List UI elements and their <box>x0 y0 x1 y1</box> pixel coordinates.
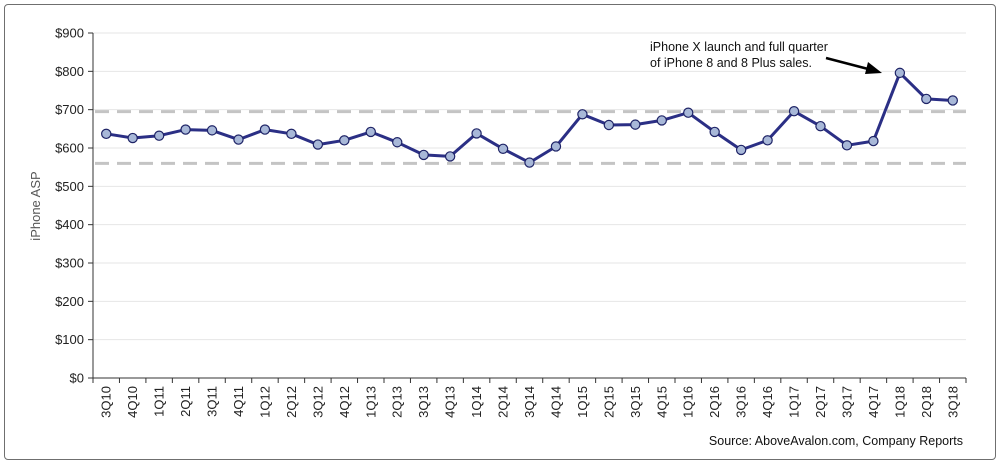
data-point <box>841 140 853 151</box>
y-tick-label: $400 <box>55 217 84 232</box>
x-tick-labels: 3Q10 4Q10 1Q11 2Q11 3Q11 4Q11 1Q12 2Q12 3Q12 4Q12… <box>92 378 967 418</box>
data-point <box>524 157 535 168</box>
y-axis-title: iPhone ASP <box>28 171 43 240</box>
x-tick-label: 2Q18 <box>919 386 934 418</box>
data-point <box>365 126 376 138</box>
y-tick-label: $500 <box>55 179 84 194</box>
y-tick-label: $800 <box>55 64 84 79</box>
data-point <box>259 124 271 135</box>
x-tick-label: 2Q13 <box>390 386 405 418</box>
x-tick-label: 2Q17 <box>813 386 828 418</box>
x-tick-label: 2Q16 <box>707 386 722 418</box>
x-tick-label: 1Q11 <box>152 386 167 417</box>
y-tick-label: $900 <box>55 26 84 41</box>
chart-frame <box>4 4 996 460</box>
annotation: iPhone X launch and full quarter of iPho… <box>650 40 882 74</box>
x-tick-label: 2Q11 <box>178 386 193 417</box>
data-point <box>735 144 747 156</box>
x-tick-label: 1Q12 <box>257 386 272 418</box>
series-line <box>105 71 953 165</box>
x-tick-label: 1Q17 <box>787 386 802 418</box>
annotation-arrowhead <box>865 62 882 74</box>
x-tick-label: 3Q16 <box>734 386 749 418</box>
x-tick-label: 1Q16 <box>681 386 696 418</box>
x-tick-label: 3Q18 <box>945 386 960 418</box>
data-point <box>497 143 509 154</box>
data-point <box>630 119 641 130</box>
data-point <box>444 151 456 162</box>
x-tick-label: 2Q14 <box>496 386 511 418</box>
x-tick-label: 1Q18 <box>892 386 907 418</box>
data-point <box>656 115 667 126</box>
annotation-arrow-line <box>825 56 873 72</box>
data-point <box>286 128 297 140</box>
y-tick-label: $200 <box>55 294 84 309</box>
x-tick-label: 4Q14 <box>548 386 563 418</box>
source-note: Source: AboveAvalon.com, Company Reports <box>709 434 963 448</box>
y-tick-label: $600 <box>55 141 84 156</box>
axes <box>92 33 966 379</box>
data-point <box>233 134 244 145</box>
x-tick-label: 4Q11 <box>231 386 246 417</box>
data-point <box>603 119 615 131</box>
data-point <box>101 128 112 140</box>
x-tick-label: 2Q15 <box>601 386 616 418</box>
data-point <box>312 139 324 150</box>
data-point <box>339 135 350 146</box>
data-point <box>815 120 826 132</box>
data-point <box>868 135 879 147</box>
x-tick-label: 4Q12 <box>337 386 352 418</box>
x-tick-label: 3Q17 <box>839 386 854 418</box>
x-tick-label: 4Q13 <box>443 386 458 418</box>
x-tick-label: 1Q13 <box>363 386 378 418</box>
data-point <box>921 93 932 105</box>
y-tick-label: $700 <box>55 102 84 117</box>
x-tick-label: 1Q15 <box>575 386 590 418</box>
x-tick-label: 3Q15 <box>628 386 643 418</box>
y-tick-label: $0 <box>70 371 84 386</box>
data-point <box>577 109 588 120</box>
data-point <box>947 95 958 106</box>
x-tick-label: 4Q17 <box>866 386 881 418</box>
x-tick-label: 3Q14 <box>522 386 537 418</box>
x-tick-label: 3Q13 <box>416 386 431 418</box>
series-asp <box>101 67 958 168</box>
data-point <box>550 141 562 152</box>
x-tick-label: 3Q10 <box>99 386 114 418</box>
data-point <box>709 126 720 138</box>
data-point <box>153 130 165 141</box>
data-point <box>788 105 800 117</box>
annotation-line-2: of iPhone 8 and 8 Plus sales. <box>650 56 812 70</box>
data-point <box>180 124 191 135</box>
data-point <box>392 137 403 148</box>
data-point <box>206 125 218 136</box>
data-point <box>471 128 482 139</box>
y-tick-label: $300 <box>55 256 84 271</box>
x-tick-label: 4Q16 <box>760 386 775 418</box>
data-point <box>762 135 773 146</box>
x-tick-label: 4Q15 <box>654 386 669 418</box>
y-tick-labels: $0 $100 $200 $300 $400 $500 $600 $700 $800 $900 <box>55 26 84 386</box>
annotation-line-1: iPhone X launch and full quarter <box>650 40 828 54</box>
x-tick-label: 2Q12 <box>284 386 299 418</box>
x-tick-label: 3Q12 <box>310 386 325 418</box>
x-tick-label: 4Q10 <box>125 386 140 418</box>
data-point <box>894 67 906 79</box>
data-point <box>418 149 429 161</box>
data-point <box>127 132 138 144</box>
x-tick-label: 3Q11 <box>205 386 220 417</box>
reference-lines <box>95 110 966 165</box>
data-point <box>683 107 694 118</box>
gridlines <box>88 32 966 379</box>
y-tick-label: $100 <box>55 332 84 347</box>
x-tick-label: 1Q14 <box>469 386 484 418</box>
